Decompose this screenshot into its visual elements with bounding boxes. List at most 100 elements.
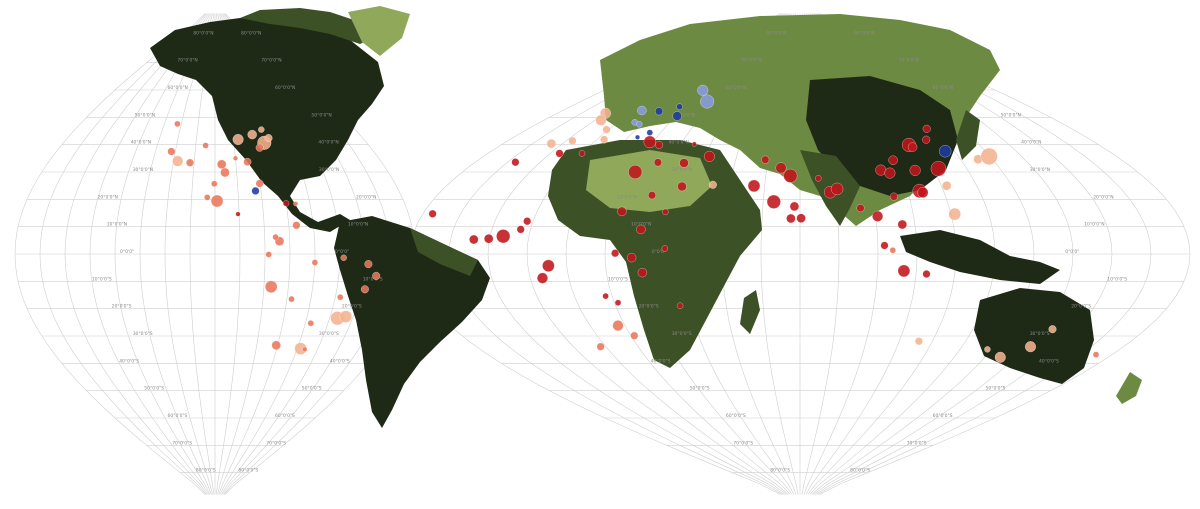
- city-marker[interactable]: [703, 150, 715, 162]
- city-marker[interactable]: [247, 129, 257, 140]
- city-marker[interactable]: [251, 186, 260, 195]
- city-marker[interactable]: [216, 159, 227, 170]
- city-marker[interactable]: [617, 206, 627, 217]
- city-marker[interactable]: [235, 211, 241, 217]
- city-marker[interactable]: [602, 125, 611, 134]
- city-marker[interactable]: [483, 233, 494, 244]
- city-marker[interactable]: [210, 194, 224, 208]
- city-marker[interactable]: [655, 140, 664, 149]
- city-marker[interactable]: [647, 191, 657, 200]
- city-marker[interactable]: [339, 310, 353, 323]
- city-marker[interactable]: [747, 179, 761, 193]
- city-marker[interactable]: [288, 295, 295, 303]
- city-marker[interactable]: [994, 351, 1006, 363]
- city-marker[interactable]: [789, 201, 800, 212]
- city-marker[interactable]: [637, 105, 647, 116]
- city-marker[interactable]: [172, 155, 184, 167]
- city-marker[interactable]: [889, 247, 897, 254]
- city-marker[interactable]: [360, 285, 369, 294]
- city-marker[interactable]: [897, 264, 911, 278]
- city-marker[interactable]: [984, 346, 991, 353]
- city-marker[interactable]: [307, 319, 315, 327]
- city-marker[interactable]: [691, 141, 697, 147]
- city-marker[interactable]: [536, 272, 549, 284]
- city-marker[interactable]: [611, 249, 620, 258]
- city-marker[interactable]: [612, 320, 624, 332]
- city-marker[interactable]: [628, 164, 643, 180]
- city-marker[interactable]: [676, 302, 684, 309]
- city-marker[interactable]: [917, 186, 929, 199]
- city-marker[interactable]: [907, 142, 918, 152]
- city-marker[interactable]: [185, 158, 195, 167]
- city-marker[interactable]: [272, 233, 279, 241]
- city-marker[interactable]: [255, 179, 264, 188]
- city-marker[interactable]: [775, 162, 787, 174]
- city-marker[interactable]: [516, 225, 525, 234]
- city-marker[interactable]: [796, 213, 806, 223]
- city-marker[interactable]: [654, 107, 664, 116]
- city-marker[interactable]: [646, 129, 654, 136]
- city-marker[interactable]: [653, 158, 662, 167]
- city-marker[interactable]: [880, 241, 889, 250]
- city-marker[interactable]: [1092, 351, 1100, 358]
- city-marker[interactable]: [630, 331, 639, 340]
- city-marker[interactable]: [282, 200, 290, 207]
- city-marker[interactable]: [271, 340, 281, 351]
- city-marker[interactable]: [643, 135, 657, 149]
- city-marker[interactable]: [761, 155, 770, 164]
- city-marker[interactable]: [337, 293, 344, 301]
- city-marker[interactable]: [255, 143, 264, 152]
- city-marker[interactable]: [636, 120, 643, 128]
- city-marker[interactable]: [546, 138, 557, 149]
- city-marker[interactable]: [364, 260, 373, 269]
- city-marker[interactable]: [167, 147, 176, 156]
- city-marker[interactable]: [922, 124, 931, 133]
- city-marker[interactable]: [930, 160, 947, 177]
- city-marker[interactable]: [265, 251, 272, 258]
- city-marker[interactable]: [661, 245, 669, 252]
- city-marker[interactable]: [914, 337, 923, 346]
- city-marker[interactable]: [211, 180, 218, 188]
- city-marker[interactable]: [672, 111, 682, 121]
- city-marker[interactable]: [602, 292, 609, 300]
- city-marker[interactable]: [766, 194, 781, 209]
- city-marker[interactable]: [204, 194, 211, 201]
- city-marker[interactable]: [174, 120, 181, 128]
- city-marker[interactable]: [708, 180, 717, 189]
- city-marker[interactable]: [884, 167, 896, 179]
- city-marker[interactable]: [595, 114, 607, 126]
- city-marker[interactable]: [511, 158, 520, 167]
- city-marker[interactable]: [614, 299, 622, 306]
- city-marker[interactable]: [243, 157, 252, 166]
- city-marker[interactable]: [897, 219, 908, 230]
- city-marker[interactable]: [542, 259, 555, 273]
- city-marker[interactable]: [264, 280, 278, 294]
- city-marker[interactable]: [311, 259, 319, 266]
- city-marker[interactable]: [258, 126, 265, 133]
- city-marker[interactable]: [700, 94, 715, 109]
- city-marker[interactable]: [980, 147, 998, 165]
- city-marker[interactable]: [555, 149, 564, 158]
- city-marker[interactable]: [1048, 325, 1057, 334]
- city-marker[interactable]: [1024, 341, 1037, 353]
- city-marker[interactable]: [815, 175, 822, 182]
- city-marker[interactable]: [888, 155, 898, 165]
- city-marker[interactable]: [856, 204, 865, 213]
- city-marker[interactable]: [232, 133, 244, 146]
- city-marker[interactable]: [679, 158, 689, 168]
- city-marker[interactable]: [634, 134, 641, 140]
- city-marker[interactable]: [786, 213, 796, 224]
- city-marker[interactable]: [872, 210, 884, 222]
- city-marker[interactable]: [202, 142, 209, 149]
- city-marker[interactable]: [293, 201, 299, 207]
- city-marker[interactable]: [568, 136, 577, 145]
- city-marker[interactable]: [292, 221, 301, 230]
- city-marker[interactable]: [428, 209, 437, 218]
- city-marker[interactable]: [783, 168, 798, 183]
- city-marker[interactable]: [676, 103, 683, 110]
- city-marker[interactable]: [626, 252, 637, 263]
- city-marker[interactable]: [948, 207, 961, 221]
- city-marker[interactable]: [922, 269, 931, 279]
- city-marker[interactable]: [938, 144, 952, 158]
- city-marker[interactable]: [662, 208, 669, 216]
